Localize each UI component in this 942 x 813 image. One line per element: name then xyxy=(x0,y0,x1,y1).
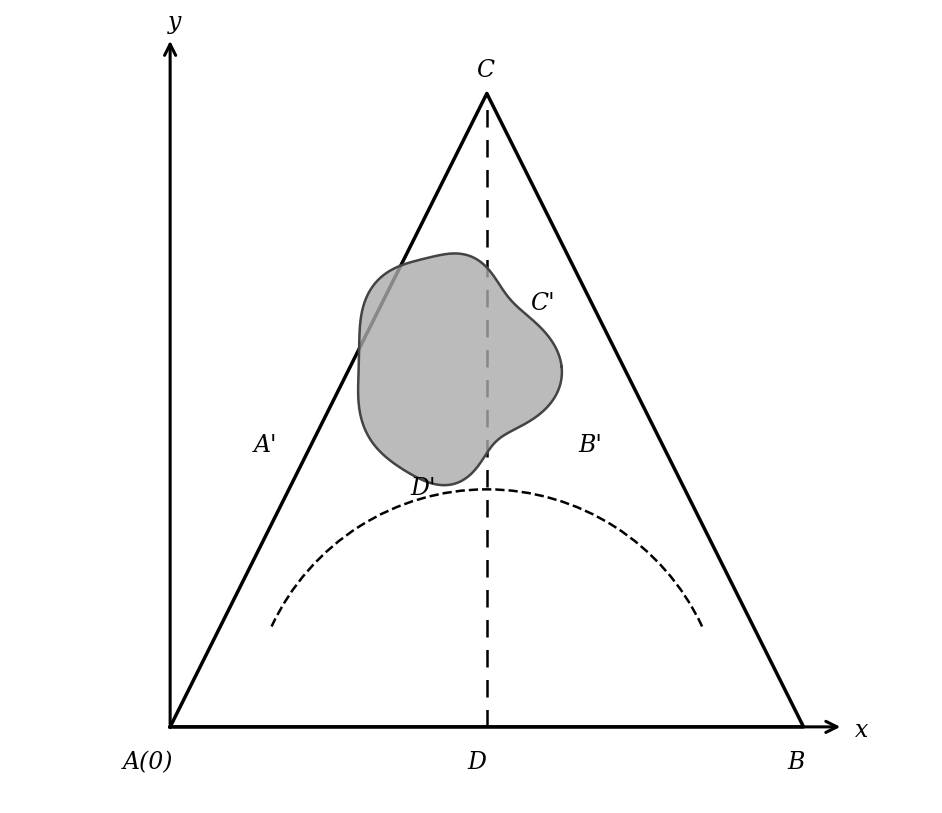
Text: D': D' xyxy=(410,477,435,501)
Text: C: C xyxy=(477,59,495,81)
Text: x: x xyxy=(855,720,869,742)
Text: A': A' xyxy=(253,434,277,457)
Polygon shape xyxy=(358,254,561,485)
Text: B': B' xyxy=(577,434,602,457)
Text: A(0): A(0) xyxy=(122,751,173,775)
Text: C': C' xyxy=(530,292,555,315)
Text: y: y xyxy=(168,11,181,34)
Text: D: D xyxy=(467,751,486,775)
Text: B: B xyxy=(787,751,804,775)
